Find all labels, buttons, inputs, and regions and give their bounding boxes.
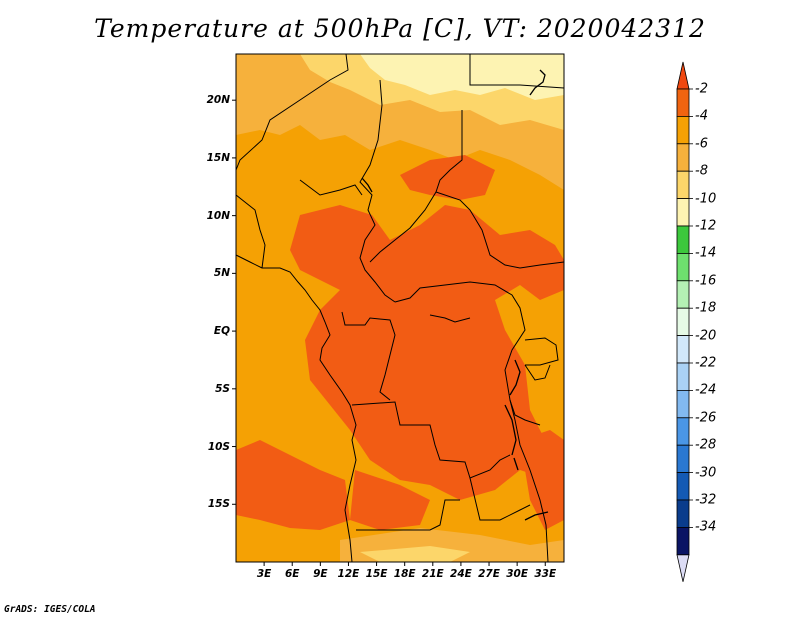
colorbar-swatch [676,335,690,364]
colorbar-label: -6 [695,136,708,152]
map-panel [232,53,565,566]
lat-tick-label: 10N [206,209,230,222]
colorbar-swatch [676,170,690,199]
colorbar-swatch [676,143,690,172]
colorbar-label: -4 [695,108,708,124]
colorbar-swatch [676,252,690,282]
lon-tick-label: 33E [534,568,557,580]
country-borders [235,53,565,563]
lat-tick-label: 20N [206,94,230,107]
colorbar-swatch [676,307,690,337]
field-minus4-northeast [400,155,495,200]
colorbar-swatch [676,88,690,117]
lon-tick-label: 30E [506,568,529,580]
field-minus4-central [290,205,564,500]
colorbar-label: -10 [695,191,717,207]
colorbar-label: -18 [695,300,717,316]
lon-tick-label: 27E [478,568,500,580]
lat-tick-label: 5S [215,382,230,395]
colorbar-label: -30 [695,465,717,481]
lon-tick-label: 3E [256,568,272,580]
lon-tick-label: 9E [313,568,328,580]
colorbar-label: -20 [695,328,717,344]
colorbar-swatch [676,198,690,227]
lon-tick-label: 24E [450,568,472,580]
field-minus4-southeast [520,430,564,530]
grads-credit: GrADS: IGES/COLA [4,604,96,615]
lon-tick-marks [263,562,546,566]
lat-tick-label: 5N [213,267,230,280]
colorbar-swatch [676,280,690,309]
lat-tick-marks [232,99,236,505]
lat-tick-label: 15S [207,498,230,511]
plot-title: Temperature at 500hPa [C], VT: 202004231… [94,14,706,43]
colorbar-label: -8 [695,163,708,179]
colorbar-label: -28 [695,437,717,453]
colorbar-swatch [676,389,690,419]
colorbar-swatch [676,225,690,254]
colorbar-label: -32 [695,492,717,508]
lon-tick-label: 12E [337,568,360,580]
colorbar-swatch [676,527,690,556]
colorbar-label: -16 [695,273,717,289]
colorbar-label: -12 [695,218,717,234]
field-minus10-south [360,546,470,562]
field-minus4-south [350,470,430,530]
colorbar-label: -2 [695,81,708,97]
field-minus12-region [360,54,564,100]
field-minus4-west [236,440,350,530]
lat-tick-label: EQ [213,325,230,338]
colorbar-label: -34 [695,519,717,535]
colorbar-swatch [676,499,690,528]
colorbar-min-arrow [676,554,690,582]
colorbar-label: -24 [695,382,717,398]
lon-tick-label: 21E [421,568,444,580]
colorbar [676,61,693,582]
lat-tick-label: 15N [206,151,230,164]
colorbar-swatch [676,472,690,501]
map-frame [235,53,565,563]
colorbar-swatch [676,116,690,145]
lon-tick-label: 6E [284,568,300,580]
colorbar-swatch [676,417,690,446]
lon-tick-label: 18E [393,568,416,580]
colorbar-swatch [676,362,690,391]
colorbar-swatch [676,444,690,474]
lon-tick-label: 15E [365,568,388,580]
colorbar-label: -26 [695,410,717,426]
colorbar-max-arrow [676,61,690,90]
colorbar-label: -14 [695,245,717,261]
lakes [361,69,549,521]
colorbar-label: -22 [695,355,717,371]
lat-tick-label: 10S [207,440,230,453]
